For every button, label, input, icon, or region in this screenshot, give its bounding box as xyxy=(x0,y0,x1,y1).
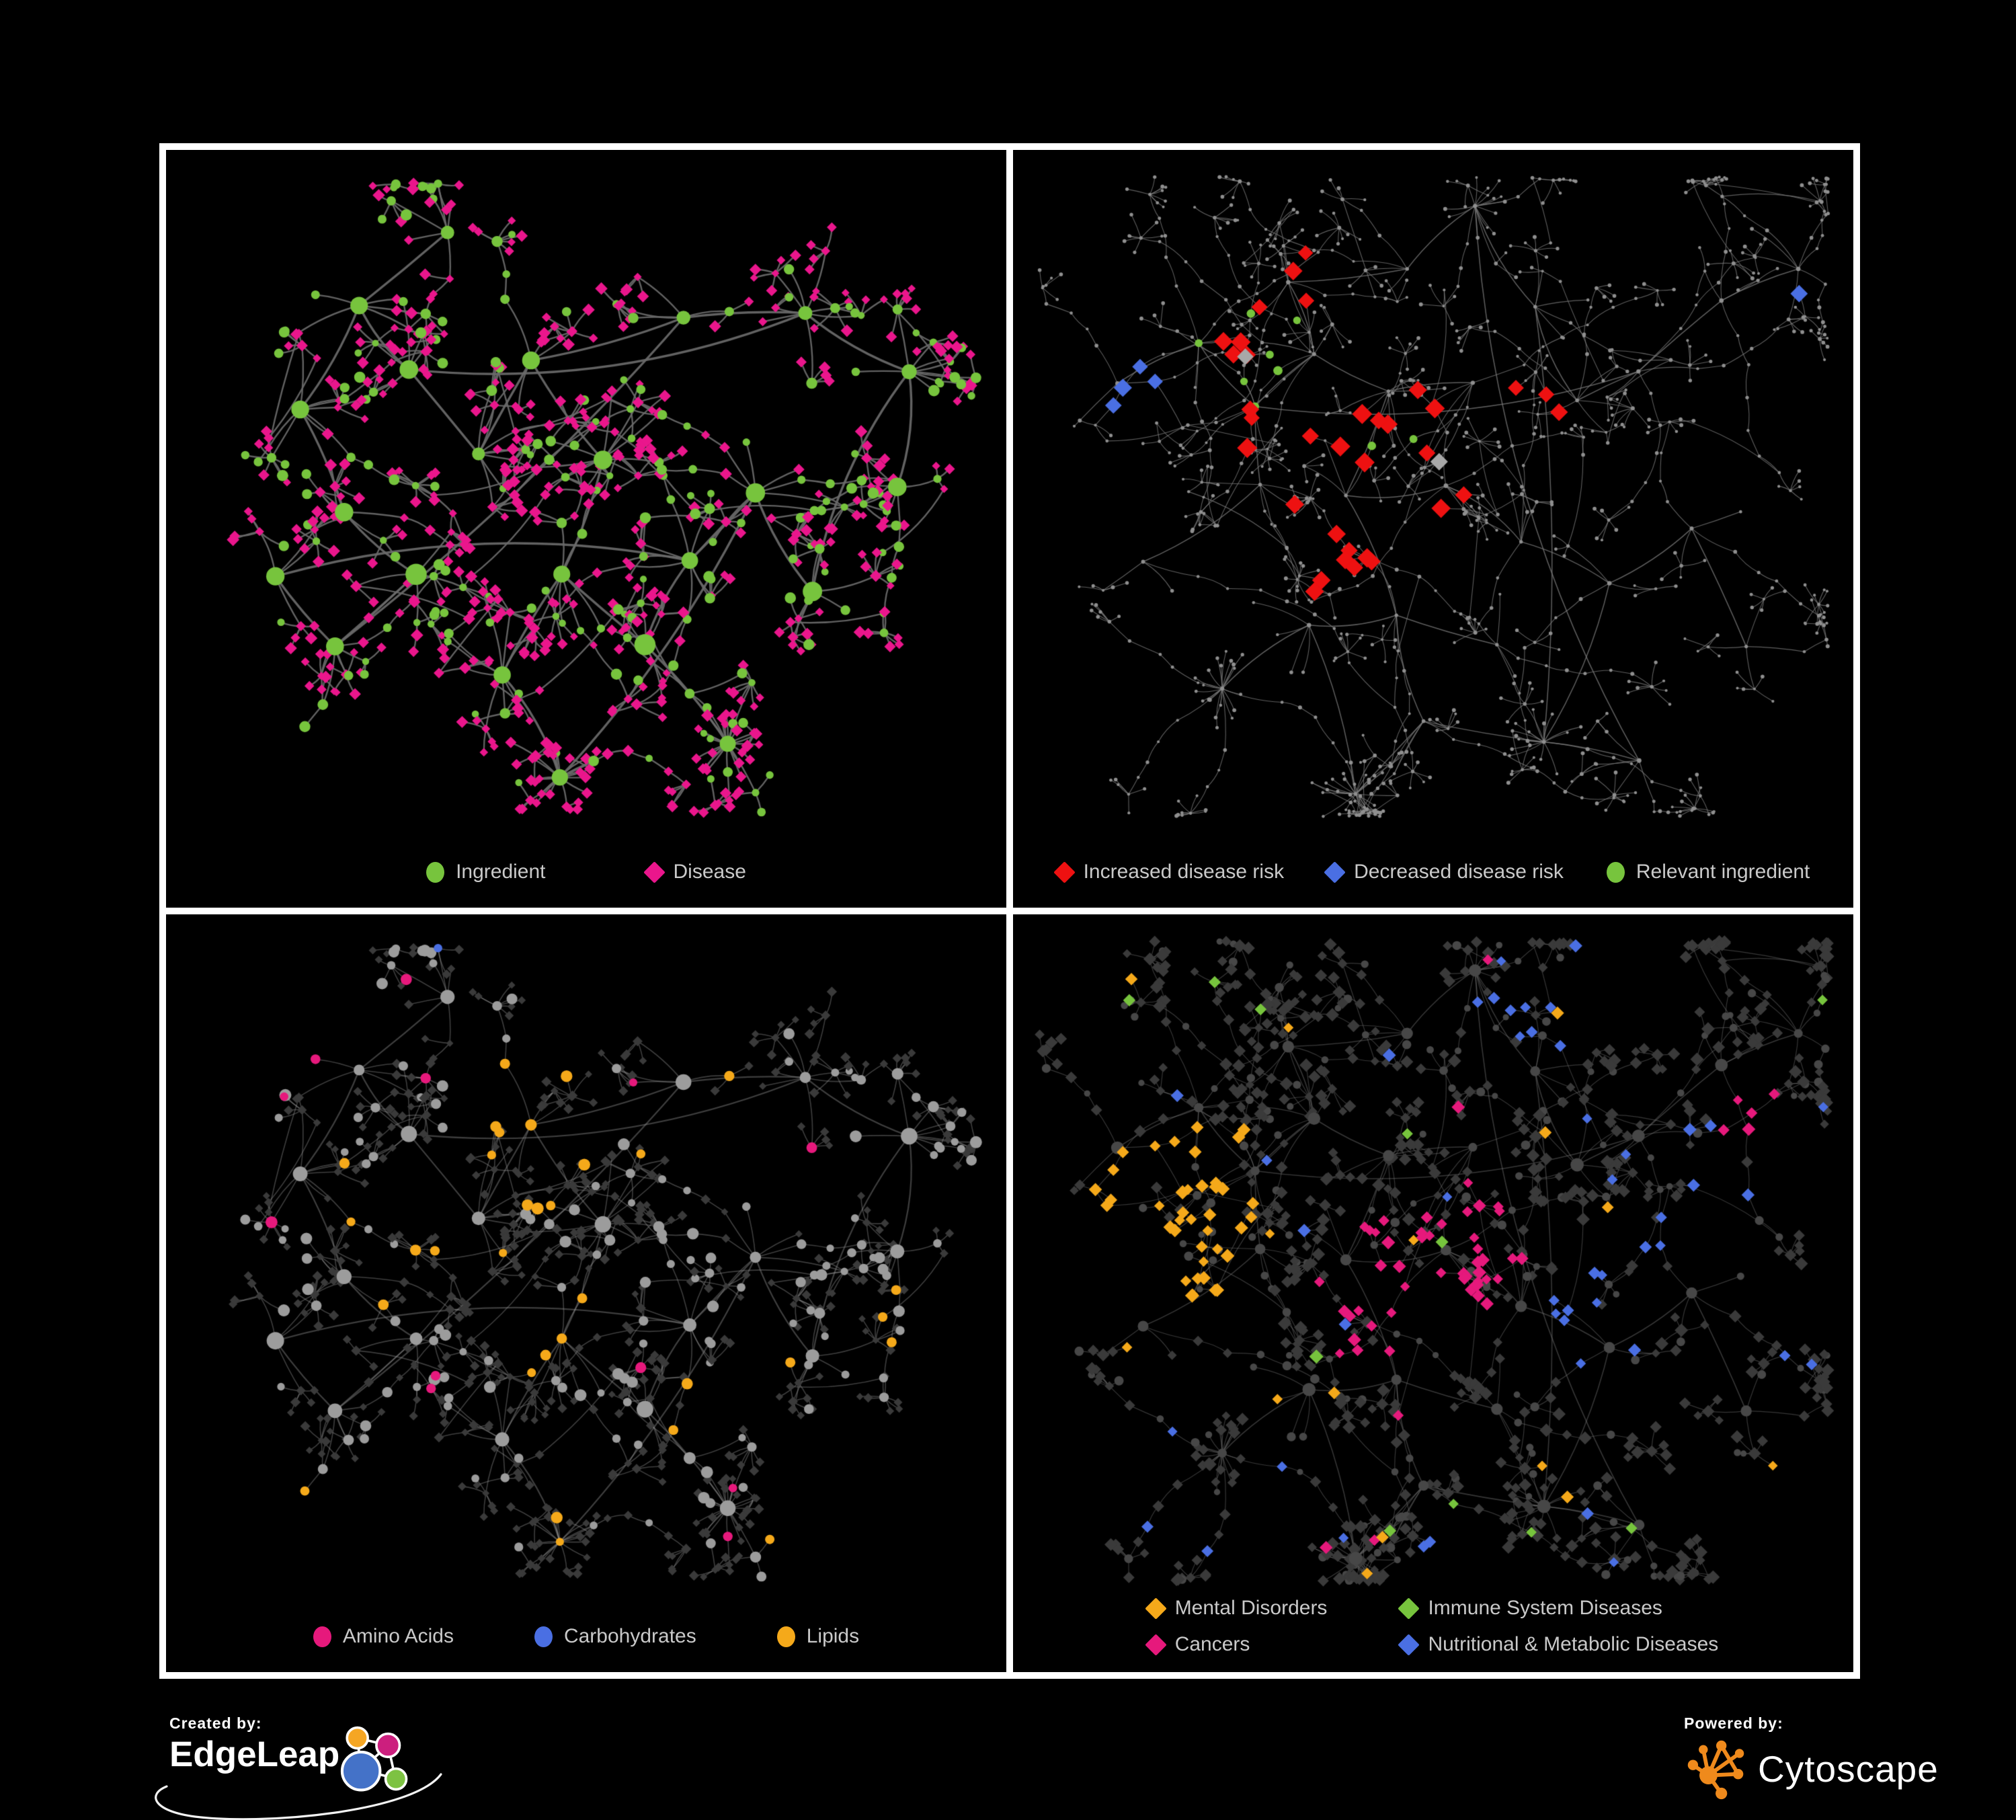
lipids-circle-icon xyxy=(776,1626,795,1647)
legend-item-amino-acids: Amino Acids xyxy=(313,1625,454,1648)
increased-risk-diamond-icon xyxy=(1053,861,1076,883)
legend-label: Lipids xyxy=(806,1625,860,1647)
nutrient-class-network-canvas xyxy=(166,914,1006,1672)
disease-risk-legend: Increased disease risk Decreased disease… xyxy=(1013,861,1853,883)
panel-ingredient-disease: Ingredient Disease xyxy=(166,150,1006,908)
legend-item-decreased-risk: Decreased disease risk xyxy=(1324,861,1564,883)
figure-frame: Ingredient Disease Increased disease ris… xyxy=(159,143,1860,1679)
cytoscape-wordmark: Cytoscape xyxy=(1758,1748,1939,1790)
cytoscape-network-icon xyxy=(1687,1740,1744,1800)
legend-label: Ingredient xyxy=(456,861,546,883)
edgeleap-network-icon xyxy=(341,1726,408,1792)
disease-diamond-icon xyxy=(643,861,666,883)
edgeleap-swoosh xyxy=(155,1773,442,1820)
disease-class-legend: Mental Disorders Cancers Immune System D… xyxy=(1013,1597,1853,1656)
legend-label: Cancers xyxy=(1174,1633,1250,1655)
legend-item-lipids: Lipids xyxy=(776,1625,860,1648)
legend-item-increased-risk: Increased disease risk xyxy=(1053,861,1285,883)
nutritional-metabolic-diseases-diamond-icon xyxy=(1398,1633,1420,1656)
ingredient-disease-network-canvas xyxy=(166,150,1006,908)
legend-item-cancers: Cancers xyxy=(1144,1633,1328,1656)
disease-risk-network-canvas xyxy=(1013,150,1853,908)
decreased-risk-diamond-icon xyxy=(1324,861,1346,883)
legend-label: Carbohydrates xyxy=(563,1625,696,1647)
legend-item-relevant-ingredient: Relevant ingredient xyxy=(1606,861,1810,883)
panel-disease-risk: Increased disease risk Decreased disease… xyxy=(1013,150,1853,908)
immune-system-diseases-diamond-icon xyxy=(1398,1597,1420,1620)
powered-by-label: Powered by: xyxy=(1684,1714,1783,1732)
legend-label: Increased disease risk xyxy=(1083,861,1285,883)
legend-item-nutritional-metabolic-diseases: Nutritional & Metabolic Diseases xyxy=(1398,1633,1719,1656)
legend-item-disease: Disease xyxy=(643,861,746,883)
carbohydrates-circle-icon xyxy=(534,1626,553,1647)
cytoscape-logo: Cytoscape xyxy=(1684,1737,1966,1801)
cytoscape-credit: Powered by: Cytos xyxy=(1684,1714,1966,1801)
legend-item-immune-system-diseases: Immune System Diseases xyxy=(1398,1597,1718,1620)
legend-label: Nutritional & Metabolic Diseases xyxy=(1428,1633,1719,1655)
amino-acids-circle-icon xyxy=(313,1626,331,1647)
legend-label: Mental Disorders xyxy=(1174,1597,1328,1619)
panel-disease-classes: Mental Disorders Cancers Immune System D… xyxy=(1013,914,1853,1672)
legend-item-mental-disorders: Mental Disorders xyxy=(1144,1597,1328,1620)
legend-label: Immune System Diseases xyxy=(1428,1597,1662,1619)
panel-nutrient-classes: Amino Acids Carbohydrates Lipids xyxy=(166,914,1006,1672)
edgeleap-logo: EdgeLeap xyxy=(155,1726,506,1820)
legend-item-carbohydrates: Carbohydrates xyxy=(534,1625,696,1648)
ingredient-disease-legend: Ingredient Disease xyxy=(166,861,1006,883)
created-by-label: Created by: xyxy=(169,1714,262,1732)
disease-class-network-canvas xyxy=(1013,914,1853,1672)
legend-item-ingredient: Ingredient xyxy=(426,861,546,883)
cancers-diamond-icon xyxy=(1144,1633,1167,1656)
legend-label: Relevant ingredient xyxy=(1636,861,1810,883)
nutrient-class-legend: Amino Acids Carbohydrates Lipids xyxy=(166,1625,1006,1648)
edgeleap-wordmark: EdgeLeap xyxy=(169,1735,340,1774)
edgeleap-credit: Created by: EdgeLeap xyxy=(155,1714,506,1820)
legend-label: Amino Acids xyxy=(342,1625,454,1647)
mental-disorders-diamond-icon xyxy=(1144,1597,1167,1620)
legend-label: Decreased disease risk xyxy=(1354,861,1564,883)
legend-label: Disease xyxy=(673,861,746,883)
relevant-ingredient-circle-icon xyxy=(1606,861,1625,883)
ingredient-circle-icon xyxy=(426,861,445,883)
